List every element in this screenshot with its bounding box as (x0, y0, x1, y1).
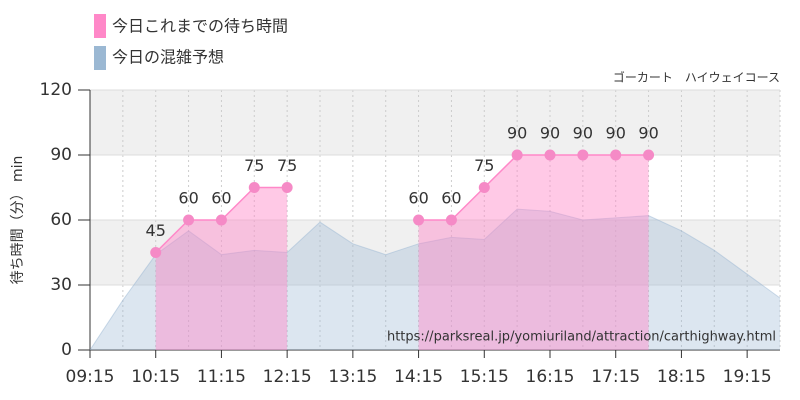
point (281, 182, 293, 193)
chart-subtitle: ゴーカート ハイウェイコース (613, 70, 780, 85)
point (478, 182, 490, 193)
point (183, 214, 195, 226)
area (418, 155, 649, 350)
point (643, 149, 655, 161)
y-tick-label: 60 (50, 210, 72, 230)
data-label: 90 (540, 124, 560, 143)
area (155, 187, 288, 350)
y-tick-label: 0 (61, 340, 72, 360)
data-label: 90 (638, 124, 658, 143)
y-tick-label: 30 (50, 275, 72, 295)
legend-label: 今日これまでの待ち時間 (112, 17, 288, 36)
data-label: 75 (474, 156, 494, 175)
data-label: 60 (178, 189, 198, 208)
y-tick-label: 90 (50, 145, 72, 165)
x-tick-label: 13:15 (328, 367, 377, 387)
legend-swatch (94, 46, 106, 70)
x-tick-label: 18:15 (657, 367, 706, 387)
point (544, 149, 556, 161)
grid-band (90, 90, 780, 155)
line (89, 208, 781, 351)
data-label: 60 (441, 189, 461, 208)
y-tick-label: 120 (40, 80, 72, 100)
data-label: 60 (408, 189, 428, 208)
data-label: 75 (244, 156, 264, 175)
legend-label: 今日の混雑予想 (112, 48, 224, 67)
x-tick-label: 10:15 (131, 367, 180, 387)
point (610, 149, 622, 161)
point (248, 182, 260, 193)
y-axis-label: 待ち時間（分） min (10, 156, 26, 285)
area (90, 209, 780, 350)
data-label: 75 (277, 156, 297, 175)
point (511, 149, 523, 161)
x-tick-label: 17:15 (591, 367, 640, 387)
data-label: 90 (507, 124, 527, 143)
point (215, 214, 227, 226)
x-tick-label: 11:15 (197, 367, 246, 387)
data-label: 45 (146, 221, 166, 240)
point (150, 247, 162, 258)
x-tick-label: 19:15 (723, 367, 772, 387)
x-tick-label: 12:15 (263, 367, 312, 387)
grid-band (90, 220, 780, 285)
data-label: 60 (211, 189, 231, 208)
x-tick-label: 14:15 (394, 367, 443, 387)
legend-swatch (94, 14, 106, 38)
x-tick-label: 15:15 (460, 367, 509, 387)
annotation: https://parksreal.jp/yomiuriland/attract… (387, 330, 776, 345)
data-label: 90 (573, 124, 593, 143)
x-tick-label: 09:15 (66, 367, 115, 387)
point (577, 149, 589, 161)
point (413, 214, 425, 226)
x-tick-label: 16:15 (526, 367, 575, 387)
data-label: 90 (606, 124, 626, 143)
point (445, 214, 457, 226)
